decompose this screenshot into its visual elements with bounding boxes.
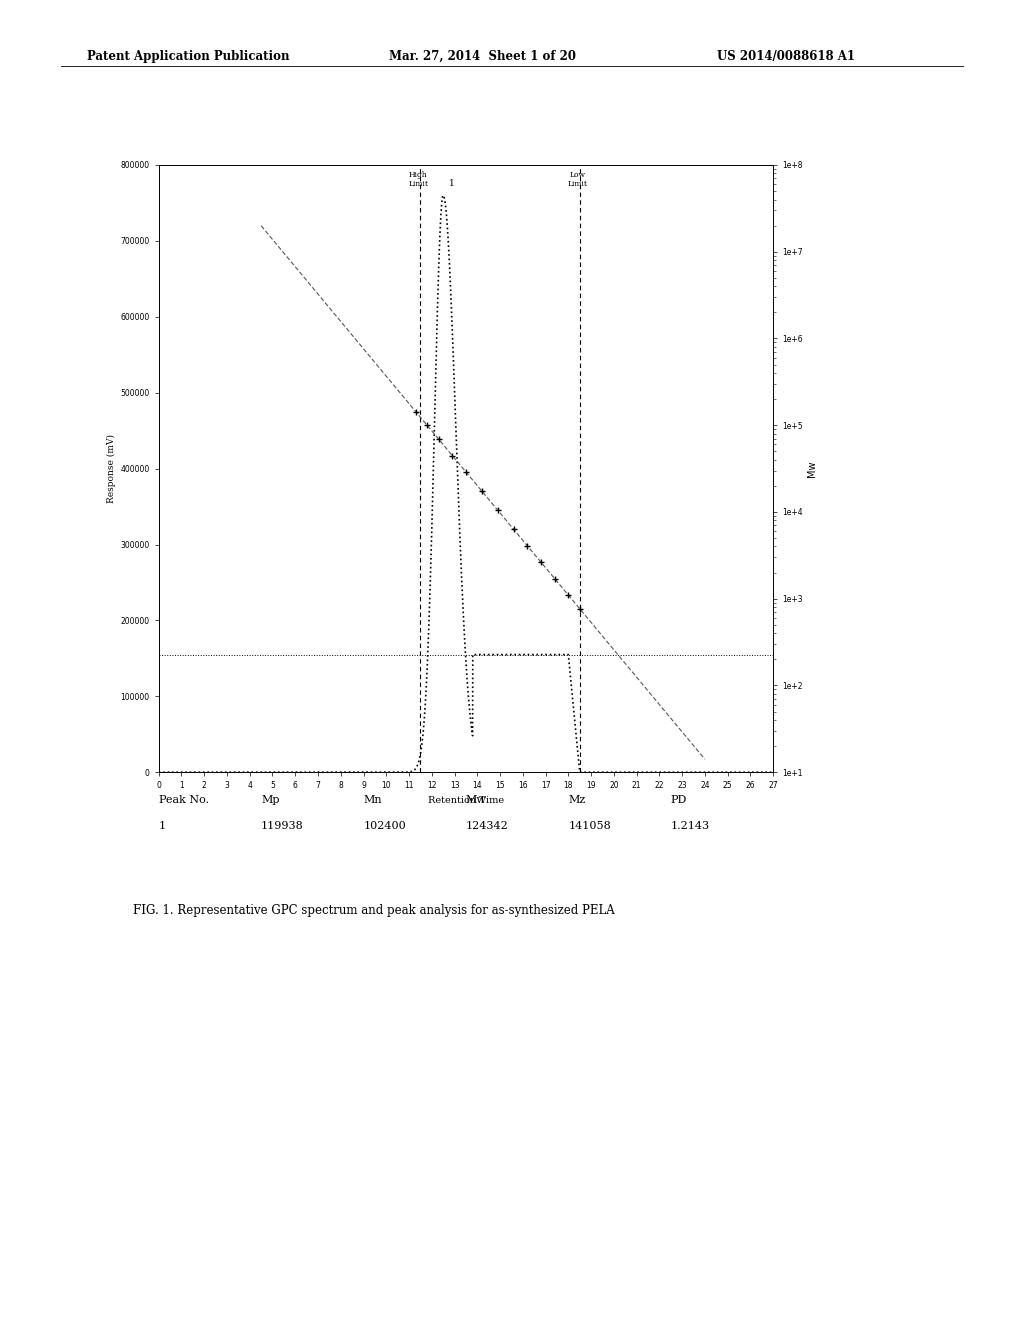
Y-axis label: Mw: Mw <box>807 461 817 477</box>
Text: Mn: Mn <box>364 795 382 805</box>
Text: Mw: Mw <box>466 795 486 805</box>
Text: 141058: 141058 <box>568 821 611 832</box>
Text: High
Limit: High Limit <box>409 172 428 187</box>
Text: Low
Limit: Low Limit <box>567 172 588 187</box>
Text: Peak No.: Peak No. <box>159 795 209 805</box>
Text: 124342: 124342 <box>466 821 509 832</box>
Text: 119938: 119938 <box>261 821 304 832</box>
Text: 1.2143: 1.2143 <box>671 821 710 832</box>
X-axis label: Retention Time: Retention Time <box>428 796 504 805</box>
Text: FIG. 1. Representative GPC spectrum and peak analysis for as-synthesized PELA: FIG. 1. Representative GPC spectrum and … <box>133 904 614 917</box>
Text: PD: PD <box>671 795 687 805</box>
Text: 1: 1 <box>159 821 166 832</box>
Text: Mz: Mz <box>568 795 586 805</box>
Text: 1: 1 <box>449 178 455 187</box>
Text: Mar. 27, 2014  Sheet 1 of 20: Mar. 27, 2014 Sheet 1 of 20 <box>389 50 577 63</box>
Text: Patent Application Publication: Patent Application Publication <box>87 50 290 63</box>
Y-axis label: Response (mV): Response (mV) <box>108 434 117 503</box>
Text: Mp: Mp <box>261 795 280 805</box>
Text: 102400: 102400 <box>364 821 407 832</box>
Text: US 2014/0088618 A1: US 2014/0088618 A1 <box>717 50 855 63</box>
